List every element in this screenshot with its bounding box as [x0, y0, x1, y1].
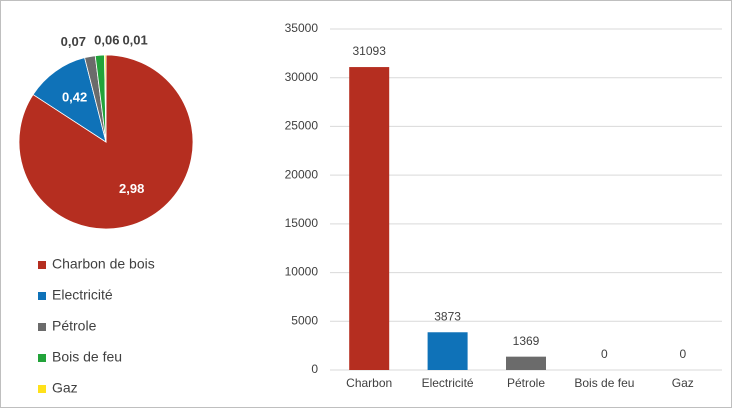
legend-swatch — [38, 323, 46, 331]
legend-swatch — [38, 354, 46, 362]
data-label: 3873 — [434, 309, 461, 323]
y-tick-label: 20000 — [285, 167, 319, 181]
x-tick-label: Electricité — [422, 376, 474, 390]
data-label: 2,98 — [119, 181, 144, 196]
bar — [427, 332, 468, 370]
bar — [506, 356, 546, 370]
bar — [349, 67, 390, 371]
pie-slice — [32, 57, 107, 143]
x-tick-label: Bois de feu — [574, 376, 634, 390]
y-tick-label: 5000 — [291, 313, 318, 327]
data-label: 0,42 — [62, 90, 87, 105]
data-label: 0,07 — [61, 34, 86, 49]
x-tick-label: Gaz — [672, 376, 694, 390]
x-tick-label: Charbon — [346, 376, 392, 390]
y-tick-label: 35000 — [285, 21, 319, 35]
y-tick-label: 10000 — [285, 265, 319, 279]
y-tick-label: 15000 — [285, 216, 319, 230]
legend-swatch — [38, 385, 46, 393]
data-label: 1369 — [513, 334, 540, 348]
data-label: 0 — [679, 347, 686, 361]
legend-label: Bois de feu — [52, 349, 122, 365]
data-label: 31093 — [353, 44, 387, 58]
legend-swatch — [38, 261, 46, 269]
y-tick-label: 25000 — [285, 119, 319, 133]
pie-slice — [104, 54, 107, 143]
data-label: 0,06 — [94, 33, 119, 48]
data-label: 0 — [601, 347, 608, 361]
y-tick-label: 30000 — [285, 70, 319, 84]
x-tick-label: Pétrole — [507, 376, 545, 390]
legend-label: Charbon de bois — [52, 256, 155, 272]
legend-label: Pétrole — [52, 318, 97, 334]
data-label: 0,01 — [122, 32, 147, 47]
legend-label: Gaz — [52, 380, 78, 396]
legend-swatch — [38, 292, 46, 300]
legend-label: Electricité — [52, 287, 113, 303]
y-tick-label: 0 — [311, 362, 318, 376]
